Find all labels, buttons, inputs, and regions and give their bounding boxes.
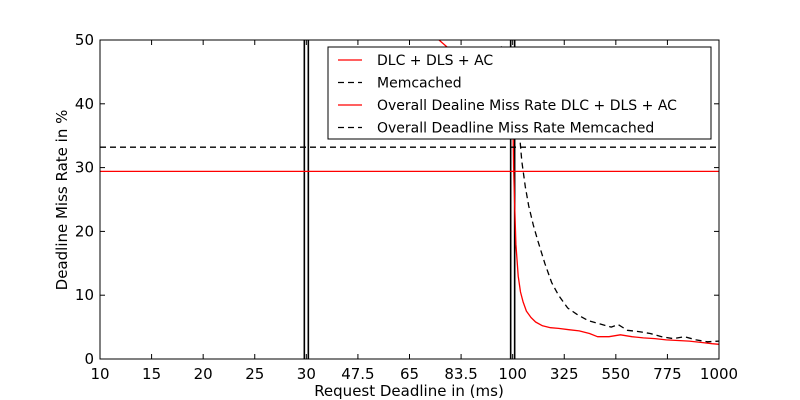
x-tick-label-3: 25 xyxy=(245,365,264,383)
y-tick-label-2: 20 xyxy=(75,222,94,240)
y-tick-label-4: 40 xyxy=(75,95,94,113)
legend-box xyxy=(327,46,712,140)
y-axis-label: Deadline Miss Rate in % xyxy=(53,110,71,291)
y-tick-label-5: 50 xyxy=(75,31,94,49)
legend: DLC + DLS + AC Memcached Overall Dealine M… xyxy=(327,46,712,140)
x-tick-label-10: 550 xyxy=(602,365,631,383)
y-tick-label-3: 30 xyxy=(75,159,94,177)
series-line-1 xyxy=(500,46,719,343)
x-tick-label-6: 65 xyxy=(400,365,419,383)
x-tick-label-5: 47.5 xyxy=(341,365,374,383)
x-tick-label-8: 100 xyxy=(498,365,527,383)
x-tick-label-9: 325 xyxy=(550,365,579,383)
x-tick-label-12: 1000 xyxy=(700,365,738,383)
x-tick-label-0: 10 xyxy=(90,365,109,383)
legend-label-0: DLC + DLS + AC xyxy=(377,53,493,69)
legend-label-1: Memcached xyxy=(377,76,462,92)
x-tick-label-2: 20 xyxy=(194,365,213,383)
x-tick-label-11: 775 xyxy=(653,365,682,383)
y-tick-label-1: 10 xyxy=(75,286,94,304)
x-tick-label-4: 30 xyxy=(297,365,316,383)
x-tick-label-7: 83.5 xyxy=(444,365,477,383)
x-tick-label-1: 15 xyxy=(142,365,161,383)
y-tick-label-0: 0 xyxy=(84,350,94,368)
x-axis-label: Request Deadline in (ms) xyxy=(314,382,504,400)
legend-label-2: Overall Dealine Miss Rate DLC + DLS + AC xyxy=(377,98,677,114)
legend-label-3: Overall Deadline Miss Rate Memcached xyxy=(377,121,654,137)
